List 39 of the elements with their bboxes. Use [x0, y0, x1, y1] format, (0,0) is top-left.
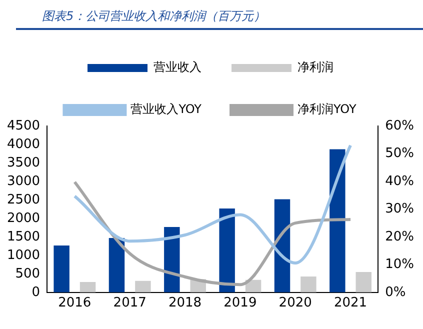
y2-tick-label: 0% — [385, 284, 406, 300]
y2-tick-label: 50% — [385, 146, 414, 162]
bar — [164, 226, 180, 292]
bar — [219, 208, 235, 292]
x-tick-label: 2018 — [168, 296, 202, 311]
y2-tick-label: 30% — [385, 202, 414, 217]
y2-tick-label: 60% — [385, 118, 414, 134]
x-tick-label: 2017 — [113, 296, 146, 311]
x-tick-label: 2020 — [278, 296, 312, 311]
x-tick-label: 2021 — [334, 296, 368, 311]
line-series — [73, 144, 352, 265]
legend-label: 净利润YOY — [298, 102, 357, 116]
bar — [356, 272, 372, 292]
line-series — [73, 180, 352, 286]
y-tick-label: 3500 — [6, 155, 40, 170]
bar — [300, 276, 316, 292]
legend-label: 净利润 — [298, 60, 334, 74]
bar — [54, 245, 70, 292]
x-tick-label: 2016 — [58, 296, 92, 311]
chart-title: 图表5：公司营业收入和净利润（百万元） — [16, 0, 423, 30]
legend-label: 营业收入 — [154, 60, 202, 74]
bar — [330, 149, 346, 292]
bar — [108, 238, 125, 292]
y-tick-label: 4500 — [6, 118, 40, 134]
y2-tick-label: 40% — [385, 174, 414, 189]
y-tick-label: 2500 — [6, 192, 40, 208]
y-tick-label: 2000 — [6, 210, 40, 226]
bar — [80, 282, 96, 292]
x-tick-label: 2019 — [224, 296, 257, 311]
y-tick-label: 1000 — [6, 248, 40, 263]
y2-tick-label: 10% — [385, 257, 414, 272]
y-tick-label: 0 — [32, 284, 40, 300]
y-tick-label: 500 — [15, 266, 40, 282]
y-tick-label: 3000 — [6, 174, 40, 189]
bar — [135, 280, 151, 292]
y-tick-label: 4000 — [6, 136, 40, 152]
legend-label: 营业收入YOY — [130, 102, 202, 116]
y-tick-label: 1500 — [6, 229, 40, 244]
y2-tick-label: 20% — [385, 229, 414, 244]
